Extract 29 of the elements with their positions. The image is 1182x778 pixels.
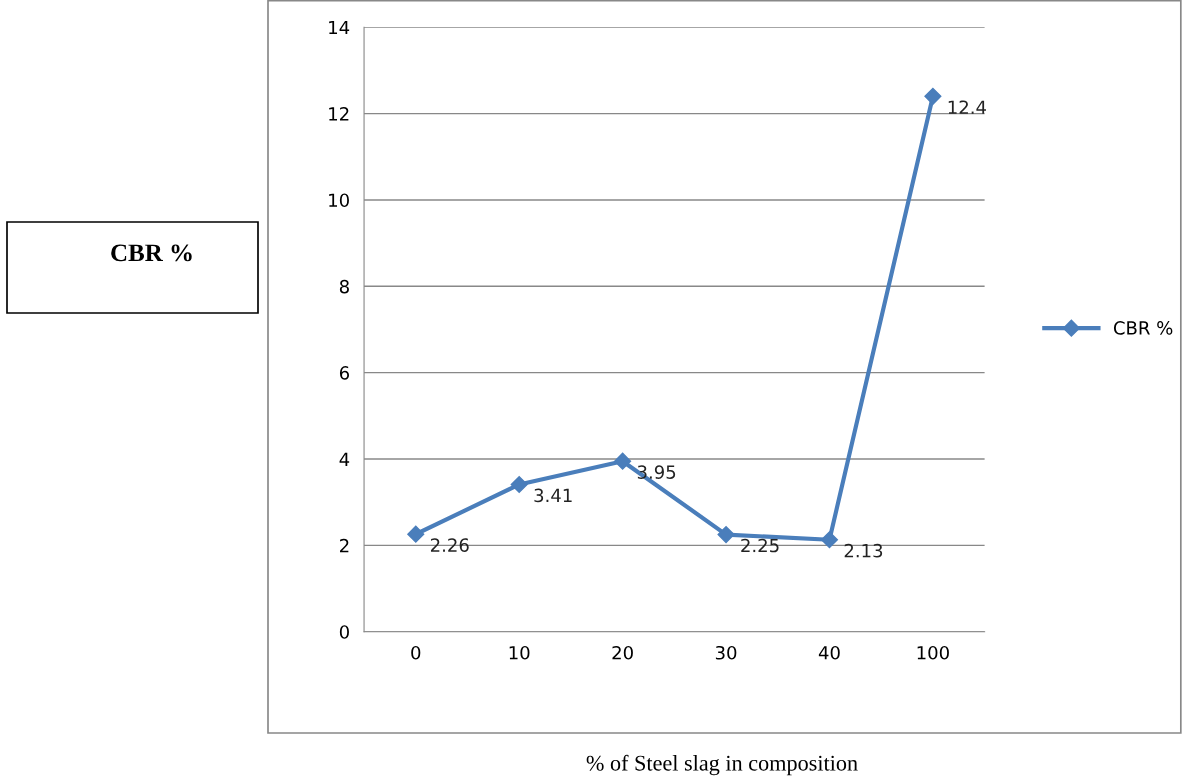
data-label: 2.13 xyxy=(844,543,883,558)
point xyxy=(820,531,839,549)
data-label: 2.26 xyxy=(430,538,469,552)
x-tick-label: 30 xyxy=(715,645,737,660)
data-label: 2.25 xyxy=(741,538,779,553)
y-tick-label: 6 xyxy=(339,366,350,380)
x-tick-label: 100 xyxy=(917,645,949,660)
y-tick-label: 12 xyxy=(329,107,349,121)
x-tick-label: 20 xyxy=(612,645,633,660)
point xyxy=(924,87,942,105)
point xyxy=(510,475,528,494)
data-label: 3.41 xyxy=(534,488,572,503)
y-tick-label: 4 xyxy=(339,452,350,466)
data-label: 12.4 xyxy=(948,100,986,114)
legend-label: CBR % xyxy=(1113,321,1173,335)
point xyxy=(717,526,735,544)
y-tick-label: 8 xyxy=(339,279,349,294)
x-tick-label: 10 xyxy=(509,645,530,660)
y-tick-label: 14 xyxy=(329,20,350,35)
text: CBR % xyxy=(111,244,192,262)
point xyxy=(614,452,632,470)
x-tick-label: 40 xyxy=(818,645,840,660)
x-axis-title: % of Steel slag in composition xyxy=(586,754,858,776)
y-tick-label: 10 xyxy=(329,193,349,208)
point xyxy=(407,525,425,543)
x-tick-label: 0 xyxy=(411,645,421,660)
data-label: 3.95 xyxy=(637,465,676,479)
y-tick-label: 0 xyxy=(339,625,349,639)
y-tick-label: 2 xyxy=(340,538,349,553)
